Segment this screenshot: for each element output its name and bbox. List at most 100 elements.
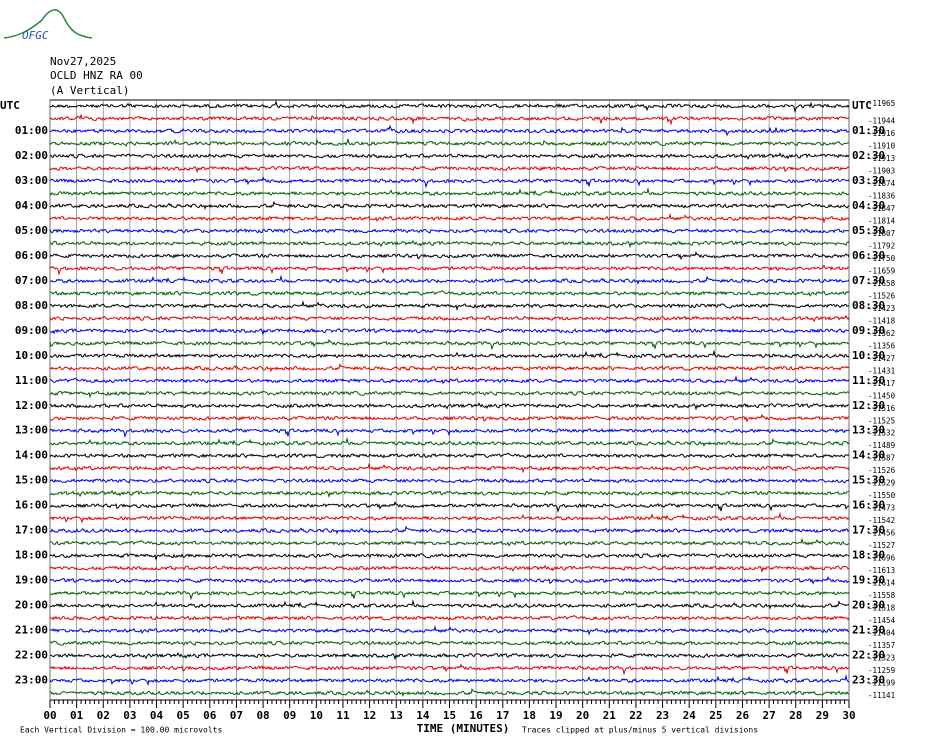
right-label: UTC xyxy=(852,99,872,112)
x-tick-label: 00 xyxy=(43,709,56,722)
x-axis-title: TIME (MINUTES) xyxy=(417,722,510,735)
left-label: 01:00 xyxy=(15,124,48,137)
x-tick-label: 23 xyxy=(656,709,669,722)
x-tick-label: 08 xyxy=(256,709,269,722)
trace xyxy=(49,599,850,610)
x-tick-label: 15 xyxy=(443,709,456,722)
trace-offset: -11913 xyxy=(868,154,895,163)
trace-offset: -11696 xyxy=(868,554,896,563)
trace-offset: -11516 xyxy=(868,404,896,413)
left-label: 09:00 xyxy=(15,324,48,337)
trace-offset: -11427 xyxy=(868,354,895,363)
x-tick-label: 01 xyxy=(70,709,84,722)
trace-offset: -11527 xyxy=(868,541,895,550)
left-label: 22:00 xyxy=(15,649,48,662)
right-label: 17:30 xyxy=(852,524,885,537)
x-tick-label: 29 xyxy=(816,709,829,722)
trace-offset: -11450 xyxy=(868,391,896,400)
x-tick-label: 11 xyxy=(336,709,350,722)
trace xyxy=(49,274,850,285)
x-tick-label: 27 xyxy=(762,709,775,722)
x-tick-label: 09 xyxy=(283,709,296,722)
trace xyxy=(49,625,850,636)
right-label: 03:30 xyxy=(852,174,885,187)
right-label: 16:30 xyxy=(852,499,885,512)
trace xyxy=(49,674,850,687)
trace xyxy=(49,113,850,126)
left-label: 11:00 xyxy=(15,374,48,387)
trace xyxy=(50,100,850,113)
trace xyxy=(49,375,850,385)
trace xyxy=(49,614,850,621)
trace xyxy=(49,390,850,399)
right-label: 18:30 xyxy=(852,549,885,562)
left-label: 15:00 xyxy=(15,474,48,487)
trace-offset: -11587 xyxy=(868,454,895,463)
trace-offset: -11558 xyxy=(868,591,896,600)
trace-offset: -11526 xyxy=(868,466,896,475)
trace-offset: -11356 xyxy=(868,341,896,350)
trace-offset: -11910 xyxy=(868,141,896,150)
x-tick-label: 25 xyxy=(709,709,722,722)
trace-offset: -11489 xyxy=(868,441,895,450)
trace xyxy=(50,290,850,297)
trace xyxy=(49,651,850,661)
trace xyxy=(49,212,850,224)
trace xyxy=(49,553,850,561)
left-label: UTC xyxy=(0,99,20,112)
left-label: 20:00 xyxy=(15,599,48,612)
trace xyxy=(49,187,850,197)
x-tick-label: 20 xyxy=(576,709,589,722)
left-label: 12:00 xyxy=(15,399,48,412)
x-tick-label: 06 xyxy=(203,709,217,722)
trace-offset: -11259 xyxy=(868,666,895,675)
right-label: 04:30 xyxy=(852,199,885,212)
trace xyxy=(49,500,850,514)
trace-offset: -11836 xyxy=(868,191,896,200)
x-tick-label: 19 xyxy=(549,709,562,722)
x-tick-label: 18 xyxy=(523,709,536,722)
x-tick-label: 14 xyxy=(416,709,430,722)
right-label: 14:30 xyxy=(852,449,885,462)
trace-offset: -11807 xyxy=(868,229,895,238)
trace-offset: -11518 xyxy=(868,604,896,613)
trace xyxy=(49,590,850,601)
trace-offset: -11454 xyxy=(868,616,896,625)
trace-offset: -11431 xyxy=(868,366,895,375)
left-label: 04:00 xyxy=(15,199,48,212)
right-label: 12:30 xyxy=(852,399,885,412)
trace-offset: -11532 xyxy=(868,429,895,438)
right-label: 08:30 xyxy=(852,299,885,312)
trace xyxy=(49,640,850,646)
component: (A Vertical) xyxy=(50,84,129,97)
right-label: 11:30 xyxy=(852,374,885,387)
scale-note: Each Vertical Division = 100.00 microvol… xyxy=(20,726,222,735)
trace xyxy=(49,511,850,524)
trace xyxy=(49,428,850,439)
trace xyxy=(49,176,850,189)
x-tick-label: 12 xyxy=(363,709,376,722)
trace-offset: -11814 xyxy=(868,216,896,225)
trace xyxy=(49,300,850,311)
right-label: 01:30 xyxy=(852,124,885,137)
right-label: 05:30 xyxy=(852,224,885,237)
trace-offset: -11529 xyxy=(868,479,895,488)
x-tick-label: 04 xyxy=(150,709,164,722)
left-label: 21:00 xyxy=(15,624,48,637)
left-label: 19:00 xyxy=(15,574,48,587)
x-tick-label: 28 xyxy=(789,709,802,722)
trace xyxy=(49,402,849,411)
trace xyxy=(49,478,850,484)
trace xyxy=(49,165,850,174)
trace xyxy=(49,564,850,573)
trace xyxy=(49,239,850,249)
trace xyxy=(49,363,850,373)
left-label: 13:00 xyxy=(15,424,48,437)
left-label: 05:00 xyxy=(15,224,48,237)
trace-offset: -11916 xyxy=(868,129,896,138)
right-label: 13:30 xyxy=(852,424,885,437)
trace-offset: -11362 xyxy=(868,329,895,338)
trace xyxy=(49,663,850,676)
trace xyxy=(49,349,850,359)
